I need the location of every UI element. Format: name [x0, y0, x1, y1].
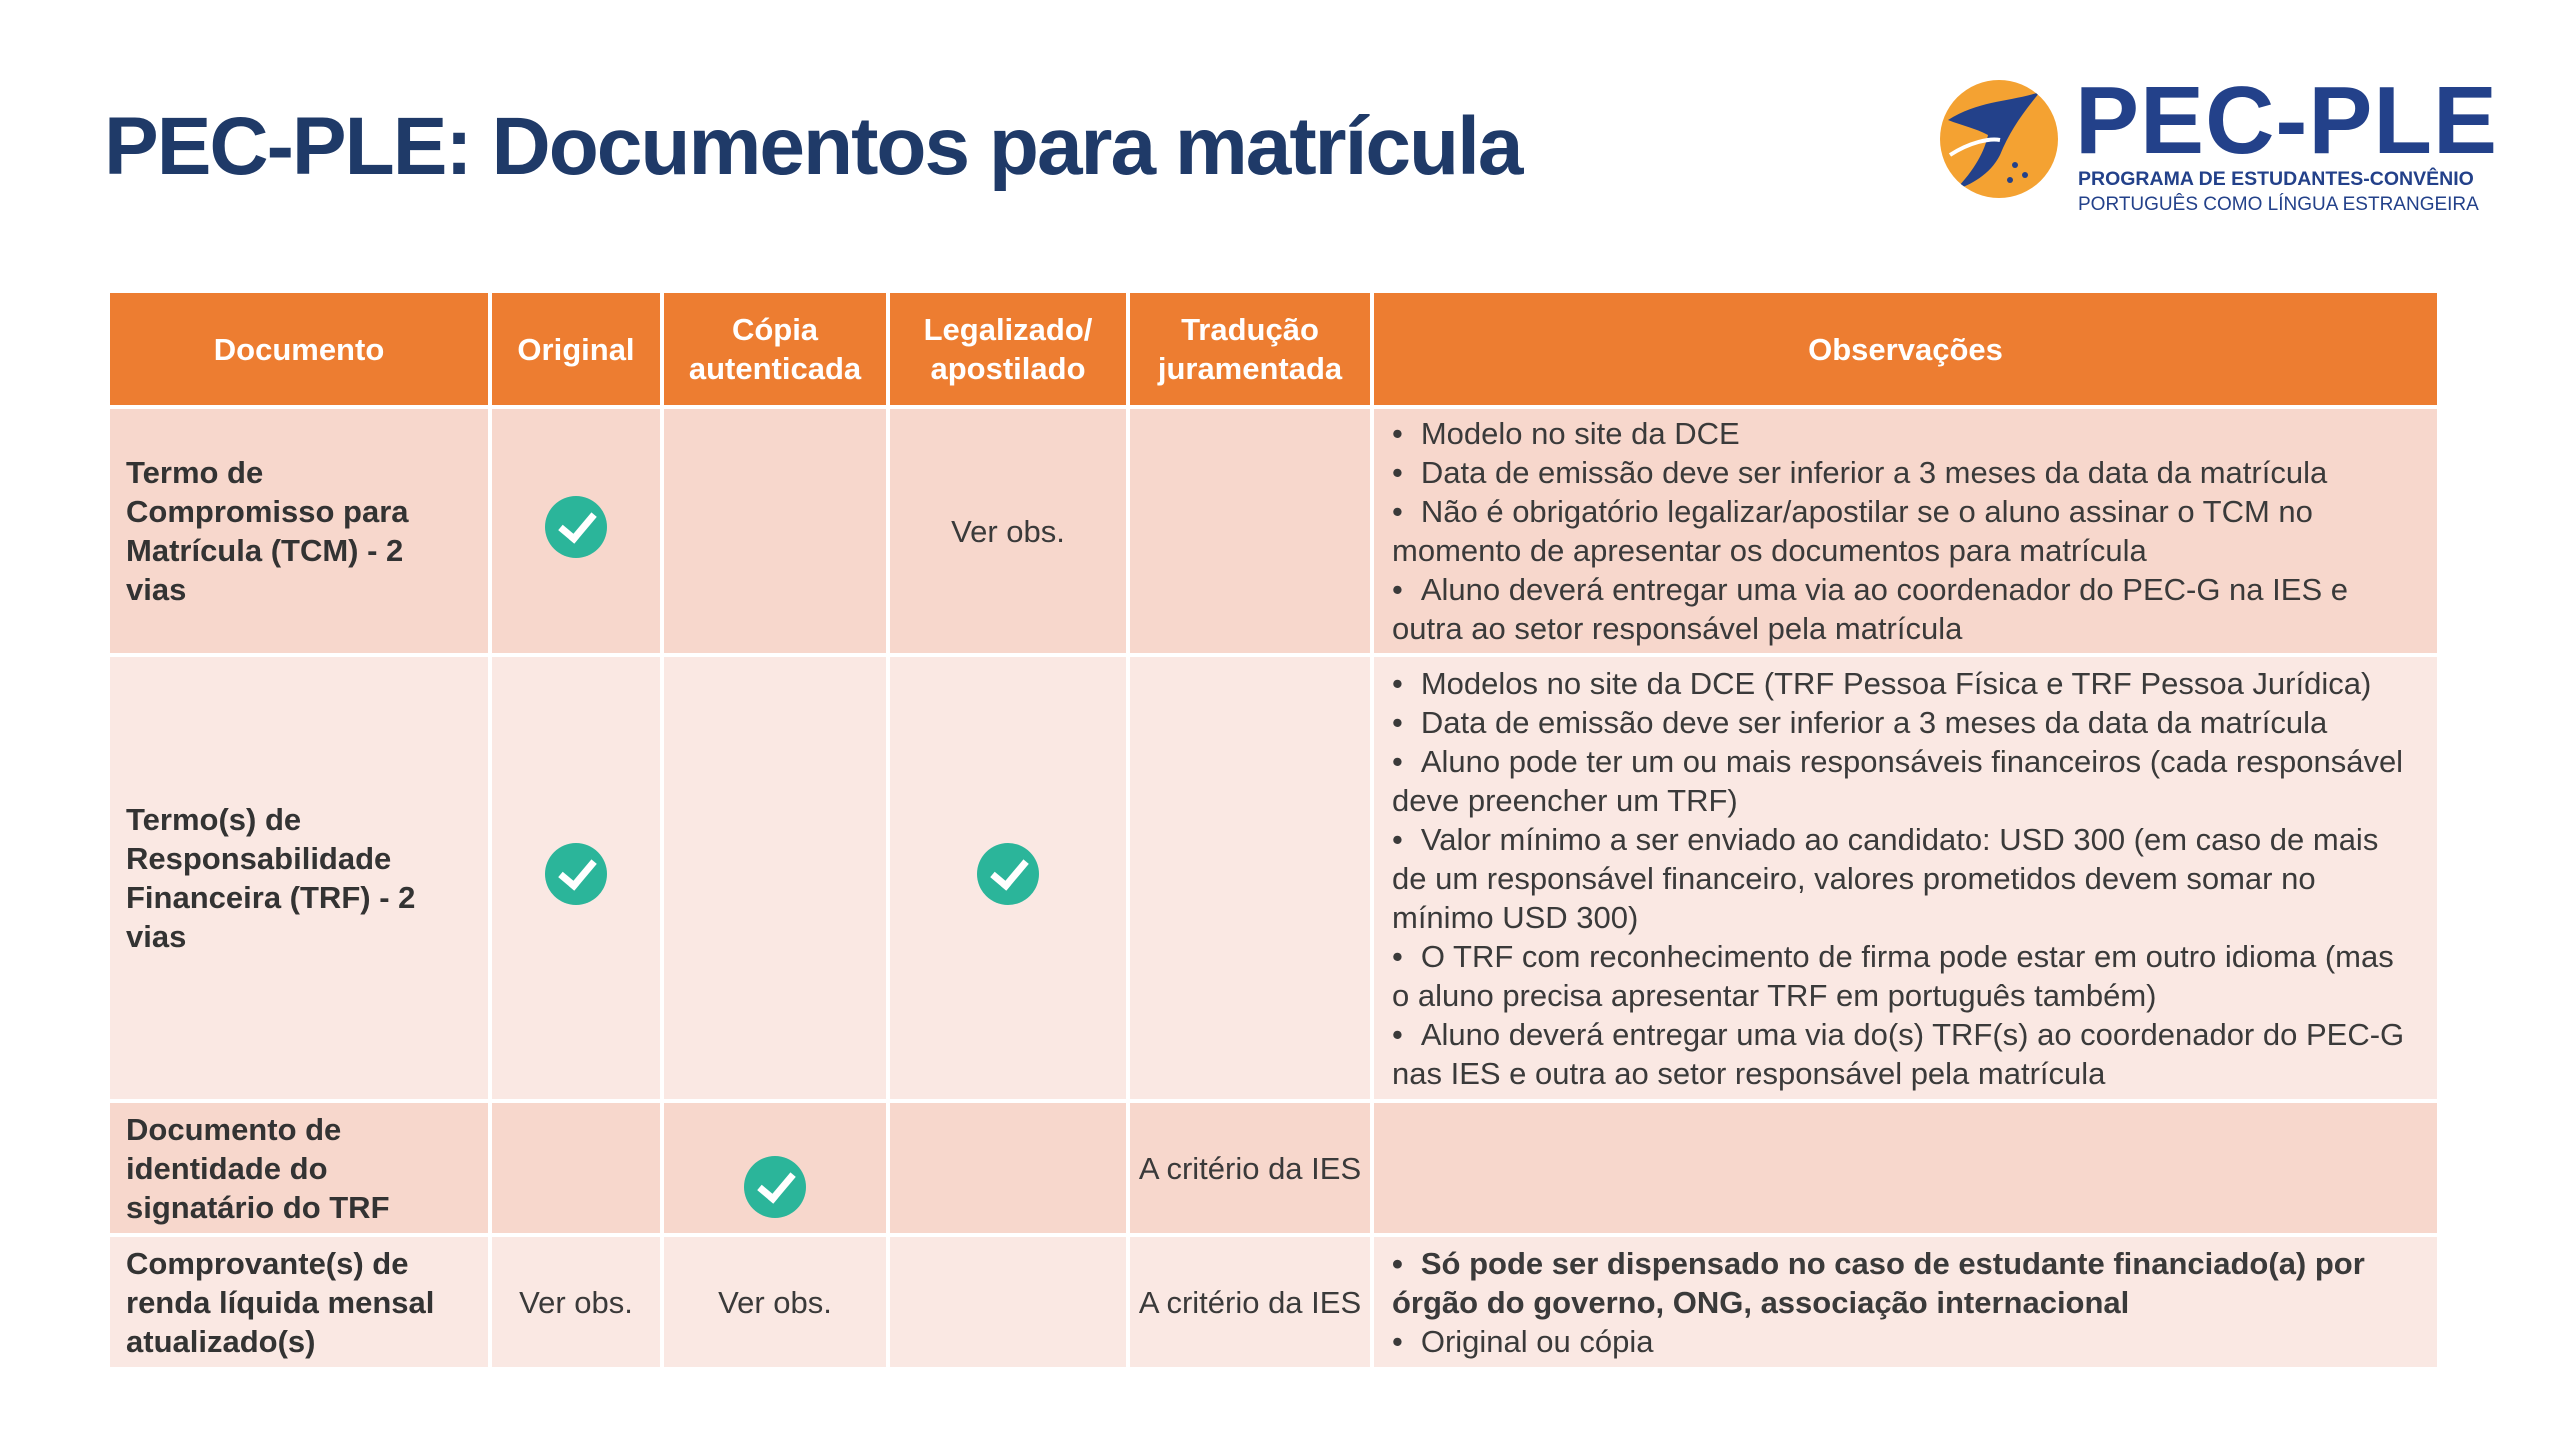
logo-subtitle-1: PROGRAMA DE ESTUDANTES-CONVÊNIO [2078, 168, 2474, 190]
header-documento: Documento [106, 289, 492, 409]
check-icon [545, 842, 607, 905]
header-legalizado: Legalizado/ apostilado [886, 289, 1130, 409]
document-name: Termo de Compromisso para Matrícula (TCM… [106, 405, 492, 657]
obs-item: Modelos no site da DCE (TRF Pessoa Físic… [1392, 664, 2419, 703]
document-name: Termo(s) de Responsabilidade Financeira … [106, 653, 492, 1103]
header-row: Documento Original Cópia autenticada Leg… [106, 289, 2441, 409]
obs-item: Aluno deverá entregar uma via ao coorden… [1392, 570, 2419, 648]
check-icon [744, 1156, 806, 1218]
check-icon [977, 842, 1039, 905]
legalizado-cell: Ver obs. [886, 405, 1130, 657]
header-original: Original [488, 289, 664, 409]
pec-ple-logo: PEC-PLE PROGRAMA DE ESTUDANTES-CONVÊNIO … [1940, 67, 2500, 218]
check-icon [545, 495, 607, 558]
obs-item: Aluno deverá entregar uma via do(s) TRF(… [1392, 1015, 2419, 1093]
obs-item: Valor mínimo a ser enviado ao candidato:… [1392, 820, 2419, 937]
obs-item: Modelo no site da DCE [1392, 414, 2419, 453]
table-row: Termo(s) de Responsabilidade Financeira … [106, 653, 2441, 1103]
documents-table: Documento Original Cópia autenticada Leg… [106, 289, 2441, 1371]
obs-item: Original ou cópia [1392, 1322, 2419, 1361]
traducao-cell: A critério da IES [1126, 1233, 1374, 1371]
original-cell: Ver obs. [488, 1233, 664, 1371]
copia-cell: Ver obs. [660, 1233, 890, 1371]
traducao-cell: A critério da IES [1126, 1099, 1374, 1237]
document-name: Comprovante(s) de renda líquida mensal a… [106, 1233, 492, 1371]
obs-item: Aluno pode ter um ou mais responsáveis f… [1392, 742, 2419, 820]
obs-item: O TRF com reconhecimento de firma pode e… [1392, 937, 2419, 1015]
observations: Só pode ser dispensado no caso de estuda… [1370, 1233, 2441, 1371]
page-title: PEC-PLE: Documentos para matrícula [104, 101, 1523, 192]
swallow-logo-icon [1940, 80, 2058, 198]
table-row: Termo de Compromisso para Matrícula (TCM… [106, 405, 2441, 657]
header-observacoes: Observações [1370, 289, 2441, 409]
logo-name: PEC-PLE [2075, 67, 2499, 174]
document-name: Documento de identidade do signatário do… [106, 1099, 492, 1237]
observations: Modelo no site da DCE Data de emissão de… [1370, 405, 2441, 657]
table-row: Comprovante(s) de renda líquida mensal a… [106, 1233, 2441, 1371]
table-row: Documento de identidade do signatário do… [106, 1099, 2441, 1237]
logo-subtitle-2: PORTUGUÊS COMO LÍNGUA ESTRANGEIRA [2078, 194, 2479, 215]
obs-item: Data de emissão deve ser inferior a 3 me… [1392, 453, 2419, 492]
obs-item: Não é obrigatório legalizar/apostilar se… [1392, 492, 2419, 570]
observations: Modelos no site da DCE (TRF Pessoa Físic… [1370, 653, 2441, 1103]
obs-item: Só pode ser dispensado no caso de estuda… [1392, 1244, 2419, 1322]
header-copia: Cópia autenticada [660, 289, 890, 409]
obs-item: Data de emissão deve ser inferior a 3 me… [1392, 703, 2419, 742]
header-traducao: Tradução juramentada [1126, 289, 1374, 409]
